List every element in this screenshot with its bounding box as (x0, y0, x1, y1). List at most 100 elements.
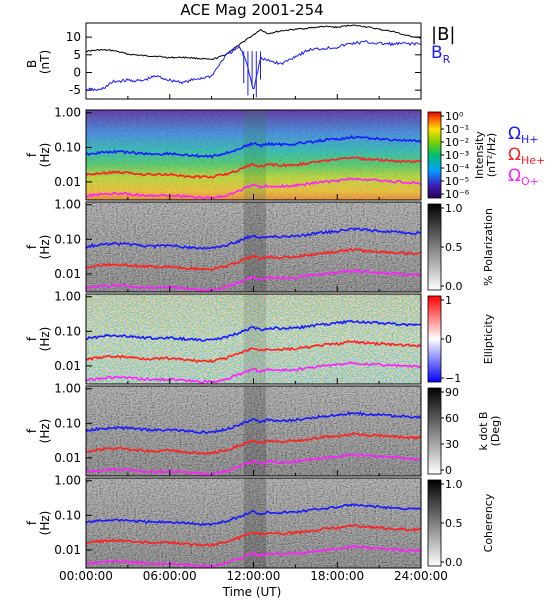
series-line-he-plus (85, 340, 422, 364)
colorbar-kdotb (427, 387, 442, 475)
legend-he-plus-main: Ω (508, 145, 521, 165)
x-tick-label: 18:00:00 (310, 569, 364, 583)
freq-tick-label: 0.10 (54, 508, 81, 522)
series-line-o-plus (85, 453, 421, 477)
panel-kdotb-y-label: f(Hz) (25, 419, 52, 444)
freq-tick-label: 0.01 (54, 451, 81, 465)
colorbar-tick-label: 10⁻⁴ (445, 162, 470, 175)
freq-tick-label: 0.10 (54, 324, 81, 338)
freq-tick-label: 0.10 (54, 416, 81, 430)
panel-polarization: 1.000.100.01f(Hz)1.00.50.0% Polarization (25, 198, 495, 293)
colorbar-tick-label: 10⁻⁵ (445, 175, 469, 188)
colorbar-label-ellipticity: Ellipticity (482, 313, 495, 364)
y-label-line: (Hz) (38, 511, 52, 536)
series-line-o-plus (85, 268, 421, 293)
panel-polarization-y-label: f(Hz) (25, 235, 52, 260)
figure-title: ACE Mag 2001-254 (180, 1, 323, 19)
panel-polarization-event-band (243, 202, 267, 292)
y-label-line: f (25, 428, 39, 433)
panel-intensity-y-label: f(Hz) (25, 143, 52, 168)
colorbar-tick-label: −1 (445, 372, 461, 385)
freq-tick-label: 1.00 (54, 290, 81, 304)
y-label-line: f (25, 152, 39, 157)
x-tick-label: 24:00:00 (394, 569, 448, 583)
colorbar-tick-label: 0.5 (445, 241, 463, 254)
legend-he-plus-sub: He+ (521, 154, 545, 167)
x-tick-label: 06:00:00 (143, 569, 197, 583)
panel-b-y-tick-label: 0 (73, 65, 81, 79)
colorbar-tick-label: 1.0 (445, 478, 463, 491)
legend-o-plus-sub: O+ (521, 175, 539, 188)
legend-he-plus: ΩHe+ (508, 145, 545, 167)
series-line-he-plus (85, 524, 421, 548)
y-label-line: f (25, 520, 39, 525)
series-line-h-plus (85, 319, 421, 342)
legend-b-total: |B| (431, 24, 455, 45)
panel-intensity: 1.000.100.01f(Hz)10⁰10⁻¹10⁻²10⁻³10⁻⁴10⁻⁵… (25, 106, 498, 201)
y-label-line: f (25, 244, 39, 249)
series-line-b-r (85, 40, 422, 92)
colorbar-tick-label: 60 (445, 412, 459, 425)
legend-o-plus-main: Ω (508, 166, 521, 186)
colorbar-tick-label: 30 (445, 438, 459, 451)
freq-tick-label: 1.00 (54, 198, 81, 212)
series-line-he-plus (85, 431, 421, 455)
series-line-b-total (85, 24, 422, 61)
colorbar-label-line: (nT²/Hz) (485, 133, 498, 177)
freq-tick-label: 0.01 (54, 175, 81, 189)
colorbar-tick-label: 0.0 (445, 280, 463, 293)
y-label-line: (Hz) (38, 419, 52, 444)
colorbar-tick-label: 10⁻¹ (445, 123, 469, 136)
colorbar-tick-label: 0.0 (445, 556, 463, 569)
colorbar-label-line: Ellipticity (482, 313, 495, 364)
colorbar-tick-label: 1 (445, 294, 452, 307)
legend-b-r-sub: R (443, 53, 451, 66)
panel-ellipticity-event-band (243, 294, 267, 384)
colorbar-label-coherency: Coherency (482, 493, 495, 552)
colorbar-tick-label: 10⁰ (445, 110, 464, 123)
series-line-o-plus (85, 361, 422, 384)
colorbar-tick-label: 1.0 (445, 202, 463, 215)
legend-b-r-main: B (431, 43, 443, 63)
y-label-line: f (25, 336, 39, 341)
panel-intensity-event-band (243, 110, 267, 200)
panel-b-lines (85, 24, 422, 98)
colorbar-label-line: Coherency (482, 493, 495, 552)
legend-b-r: BR (431, 43, 451, 66)
y-label-line: (Hz) (38, 235, 52, 260)
panel-coherency-event-band (243, 478, 267, 568)
freq-tick-label: 0.01 (54, 267, 81, 281)
panel-b-y-label: B (nT) (25, 50, 52, 74)
legend-h-plus-sub: H+ (521, 133, 539, 146)
colorbar-tick-label: 0.5 (445, 517, 463, 530)
freq-tick-label: 1.00 (54, 474, 81, 488)
freq-tick-label: 0.10 (54, 232, 81, 246)
legend-h-plus-main: Ω (508, 124, 521, 144)
x-tick-label: 12:00:00 (227, 569, 281, 583)
legend-o-plus: ΩO+ (508, 166, 539, 188)
colorbar-tick-label: 0 (445, 333, 452, 346)
freq-tick-label: 0.01 (54, 543, 81, 557)
colorbar-tick-label: 0 (445, 464, 452, 477)
panel-coherency-y-label: f(Hz) (25, 511, 52, 536)
series-line-h-plus (85, 134, 422, 159)
y-label-line: (Hz) (38, 143, 52, 168)
y-label-line: (Hz) (38, 327, 52, 352)
freq-tick-label: 0.01 (54, 359, 81, 373)
colorbar-coherency (427, 479, 442, 567)
panel-ellipticity-y-label: f(Hz) (25, 327, 52, 352)
colorbar-polarization (427, 203, 442, 291)
colorbar-label-kdotb: k dot B(Deg) (477, 412, 502, 451)
x-axis: Time (UT) 00:00:00 06:00:00 12:00:00 18:00:… (59, 569, 448, 599)
series-line-o-plus (85, 544, 421, 569)
colorbar-label-line: % Polarization (482, 208, 495, 286)
panel-b-y-tick-label: 10 (66, 30, 81, 44)
panel-b-y-tick-label: -5 (69, 83, 81, 97)
panel-b-frame (85, 22, 422, 100)
colorbar-tick-label: 10⁻³ (445, 149, 469, 162)
series-line-h-plus (85, 503, 421, 527)
colorbar-label-intensity: Intensity(nT²/Hz) (473, 131, 498, 179)
